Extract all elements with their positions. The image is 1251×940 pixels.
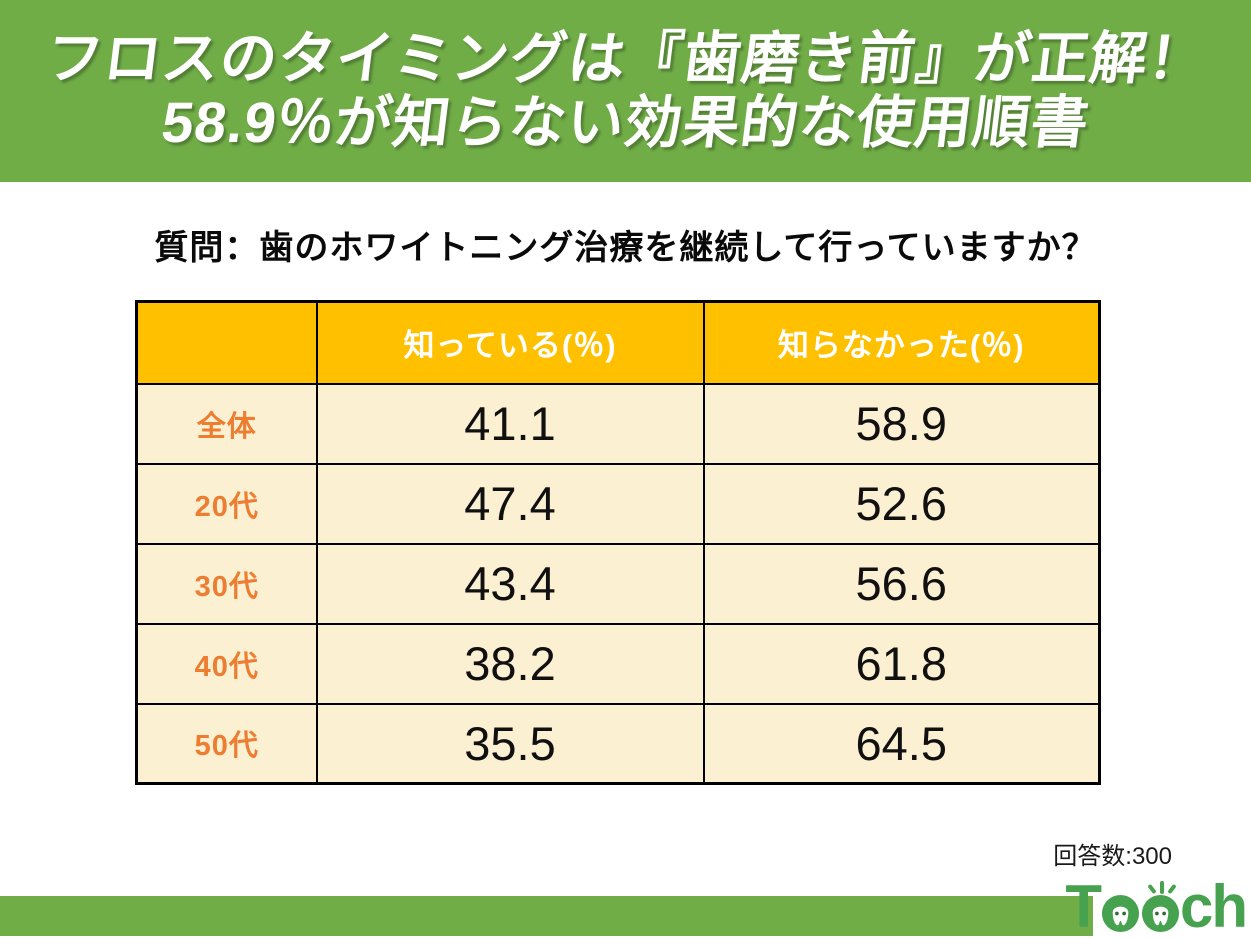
logo-letter: h — [1211, 872, 1248, 940]
logo-letter: T — [1065, 872, 1102, 940]
value-not-know: 52.6 — [702, 462, 1101, 545]
tooth-face-icon — [1101, 894, 1140, 933]
column-header-not-know: 知らなかった(％) — [702, 300, 1101, 385]
title-line-2: 58.9％が知らない効果的な使用順書 — [158, 91, 1093, 155]
row-label: 全体 — [135, 382, 318, 465]
row-label: 50代 — [135, 702, 318, 785]
row-label: 20代 — [135, 462, 318, 545]
column-header-know: 知っている(％) — [315, 300, 705, 385]
tooth-face-icon — [1141, 881, 1180, 933]
value-not-know: 56.6 — [702, 542, 1101, 625]
logo-letter: c — [1179, 872, 1213, 940]
footer-bar — [0, 896, 1093, 936]
value-not-know: 61.8 — [702, 622, 1101, 705]
value-know: 47.4 — [315, 462, 705, 545]
table-row: 30代 43.4 56.6 — [135, 542, 1101, 625]
title-line-1: フロスのタイミングは『歯磨き前』が正解！ — [41, 26, 1210, 91]
respondents-count: 回答数:300 — [1053, 843, 1172, 870]
value-know: 38.2 — [315, 622, 705, 705]
value-know: 35.5 — [315, 702, 705, 785]
value-not-know: 58.9 — [702, 382, 1101, 465]
title-banner: フロスのタイミングは『歯磨き前』が正解！ 58.9％が知らない効果的な使用順書 — [0, 0, 1251, 182]
table-row: 50代 35.5 64.5 — [135, 702, 1101, 785]
value-know: 41.1 — [315, 382, 705, 465]
row-label: 40代 — [135, 622, 318, 705]
sparkle-icon — [1147, 879, 1177, 895]
table-row: 40代 38.2 61.8 — [135, 622, 1101, 705]
value-know: 43.4 — [315, 542, 705, 625]
survey-table-container: 知っている(％) 知らなかった(％) 全体 41.1 58.9 20代 47.4… — [135, 300, 1101, 785]
table-corner-cell — [135, 300, 318, 385]
value-not-know: 64.5 — [702, 702, 1101, 785]
survey-question: 質問：歯のホワイトニング治療を継続して行っていますか？ — [154, 229, 1097, 267]
table-header-row: 知っている(％) 知らなかった(％) — [135, 300, 1101, 385]
table-row: 全体 41.1 58.9 — [135, 382, 1101, 465]
row-label: 30代 — [135, 542, 318, 625]
survey-table: 知っている(％) 知らなかった(％) 全体 41.1 58.9 20代 47.4… — [135, 300, 1101, 785]
table-row: 20代 47.4 52.6 — [135, 462, 1101, 545]
